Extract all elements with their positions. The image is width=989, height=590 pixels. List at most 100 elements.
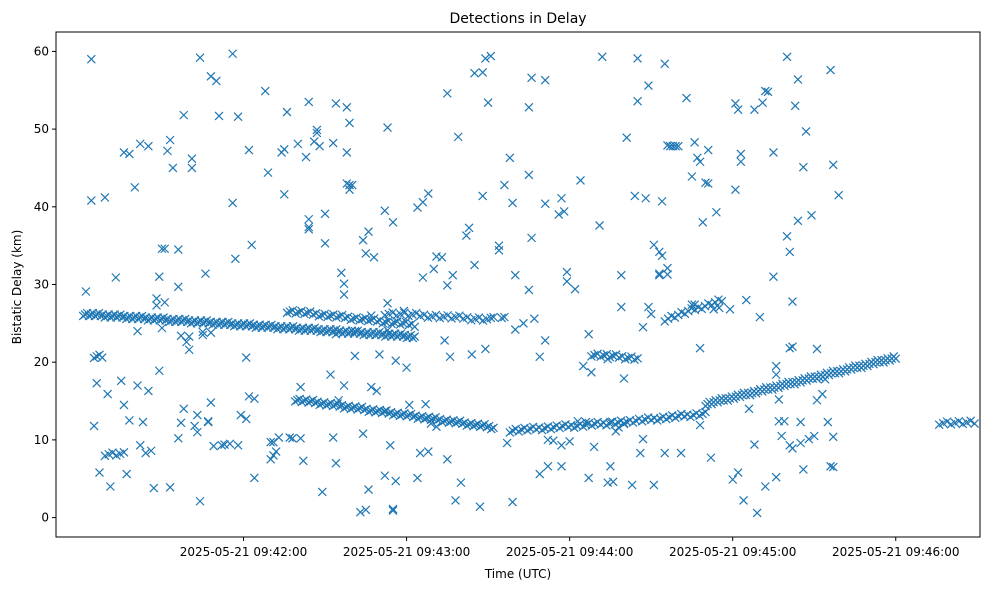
data-point [535, 469, 545, 479]
data-point [796, 438, 806, 448]
data-point [293, 139, 303, 149]
data-point [383, 123, 392, 132]
data-point [160, 244, 170, 254]
data-point [418, 197, 428, 207]
data-point [336, 268, 346, 278]
data-point [730, 99, 740, 108]
data-point [478, 191, 488, 201]
y-tick-label: 10 [34, 433, 49, 447]
data-point [437, 252, 447, 262]
data-point [296, 433, 306, 443]
data-point [540, 75, 550, 85]
data-point [467, 349, 477, 359]
data-point [119, 147, 129, 157]
data-point [198, 330, 208, 340]
data-point [682, 93, 691, 103]
data-point [692, 153, 702, 163]
data-point [475, 502, 485, 512]
plot-frame [55, 31, 981, 538]
data-point [241, 353, 251, 362]
data-point [595, 221, 604, 230]
data-point [644, 81, 653, 91]
data-point [633, 53, 643, 63]
data-point [111, 273, 121, 282]
data-point [611, 426, 621, 436]
data-point [657, 196, 667, 206]
data-point [201, 269, 210, 279]
data-point [282, 107, 292, 117]
data-point [400, 308, 409, 318]
data-point [826, 461, 835, 471]
data-point [796, 417, 806, 427]
data-point [349, 314, 359, 324]
data-point [157, 244, 167, 254]
data-point [285, 433, 295, 442]
data-point [86, 196, 96, 206]
data-point [804, 434, 814, 444]
data-point [165, 135, 175, 145]
data-point [828, 432, 838, 442]
data-point [736, 149, 746, 159]
data-point [644, 302, 653, 312]
data-point [268, 450, 278, 460]
data-point [771, 370, 781, 380]
data-point [535, 352, 545, 362]
data-point [695, 343, 705, 353]
data-point [442, 88, 452, 98]
data-point [578, 361, 588, 371]
data-point [328, 433, 338, 442]
data-point [124, 416, 134, 425]
data-point [143, 141, 153, 151]
data-point [389, 318, 399, 328]
data-point [760, 482, 770, 491]
data-point [135, 440, 145, 450]
data-point [122, 469, 132, 479]
data-point [622, 133, 632, 143]
data-point [361, 248, 371, 258]
data-point [630, 191, 640, 201]
data-point [103, 389, 113, 399]
data-point [788, 444, 797, 453]
data-point [619, 374, 629, 383]
data-point [328, 138, 338, 148]
data-point [179, 404, 189, 414]
data-point [190, 421, 200, 431]
data-point [654, 270, 664, 280]
data-point [315, 141, 325, 151]
x-tick-label: 2025-05-21 09:42:00 [180, 545, 307, 559]
data-point [323, 312, 333, 322]
data-point [133, 381, 142, 390]
data-point [266, 454, 276, 464]
data-point [489, 312, 498, 322]
data-point [304, 214, 314, 224]
data-point [554, 210, 564, 220]
data-point [635, 448, 645, 458]
data-point [162, 146, 172, 156]
data-point [304, 222, 314, 232]
y-tick-label: 50 [34, 122, 49, 136]
data-point [230, 254, 240, 264]
data-point [184, 345, 194, 355]
data-point [326, 370, 335, 380]
data-point [312, 128, 322, 138]
data-point [638, 322, 648, 332]
data-point [510, 270, 520, 280]
data-point [108, 448, 117, 458]
x-axis-label: Time (UTC) [484, 567, 551, 581]
data-point [676, 448, 686, 458]
data-point [165, 482, 175, 492]
data-point [445, 352, 455, 362]
data-point [317, 487, 327, 497]
data-point [741, 295, 751, 305]
data-point [361, 505, 371, 515]
y-axis-label: Bistatic Delay (km) [10, 230, 24, 345]
data-point [342, 147, 352, 157]
data-point [608, 351, 618, 361]
data-point [633, 353, 643, 363]
data-point [298, 456, 308, 466]
data-point [548, 436, 558, 446]
x-tick-label: 2025-05-21 09:44:00 [506, 545, 633, 559]
data-point [695, 157, 705, 167]
data-point [793, 74, 803, 84]
data-point [89, 353, 99, 363]
